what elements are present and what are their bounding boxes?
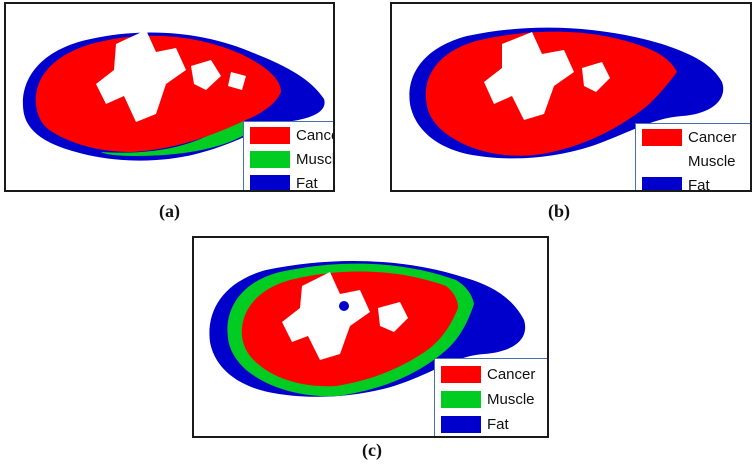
legend-label-muscle: Muscle — [487, 390, 535, 408]
muscle-swatch — [642, 152, 682, 170]
legend-row-cancer: Cancer — [642, 127, 736, 147]
legend-row-cancer: Cancer — [441, 364, 535, 384]
caption-a: (a) — [159, 201, 180, 221]
legend-row-fat: Fat — [250, 173, 318, 192]
legend-row-muscle: Muscle — [642, 151, 736, 171]
fat-swatch — [250, 174, 290, 190]
muscle-swatch — [441, 390, 481, 408]
legend-row-cancer: Cancer — [250, 125, 333, 145]
cancer-swatch — [642, 128, 682, 146]
legend-label-fat: Fat — [487, 415, 509, 433]
segmentation-map-a — [22, 30, 325, 161]
panel-c: Cancer Muscle Fat — [192, 236, 549, 438]
muscle-swatch — [250, 150, 290, 168]
legend-label-fat: Fat — [296, 174, 318, 192]
legend-label-cancer: Cancer — [487, 365, 536, 383]
white-region — [96, 30, 246, 122]
muscle-region — [101, 121, 246, 156]
legend-b: Cancer Muscle Fat — [635, 123, 750, 192]
white-region — [484, 32, 610, 120]
legend-label-cancer: Cancer — [296, 126, 333, 144]
legend-label-cancer: Cancer — [688, 128, 737, 146]
legend-c: Cancer Muscle Fat — [434, 358, 547, 436]
legend-label-muscle: Muscle — [296, 150, 335, 168]
legend-row-fat: Fat — [441, 414, 509, 434]
fat-spot — [339, 301, 349, 311]
fat-swatch — [642, 176, 682, 190]
fat-swatch — [441, 415, 481, 433]
panel-a: Cancer Muscle Fat — [4, 2, 335, 192]
cancer-region — [241, 271, 458, 387]
caption-b: (b) — [548, 201, 570, 221]
caption-c: (c) — [362, 440, 382, 460]
legend-row-muscle: Muscle — [441, 389, 535, 409]
legend-row-muscle: Muscle — [250, 149, 335, 169]
cancer-region — [425, 31, 677, 156]
cancer-swatch — [250, 126, 290, 144]
cancer-swatch — [441, 365, 481, 383]
segmentation-map-b — [409, 27, 724, 159]
legend-a: Cancer Muscle Fat — [243, 121, 335, 192]
legend-label-muscle: Muscle — [688, 152, 736, 170]
white-region — [282, 272, 408, 360]
panel-b: Cancer Muscle Fat — [390, 2, 752, 192]
legend-row-fat: Fat — [642, 175, 710, 192]
legend-label-fat: Fat — [688, 176, 710, 192]
